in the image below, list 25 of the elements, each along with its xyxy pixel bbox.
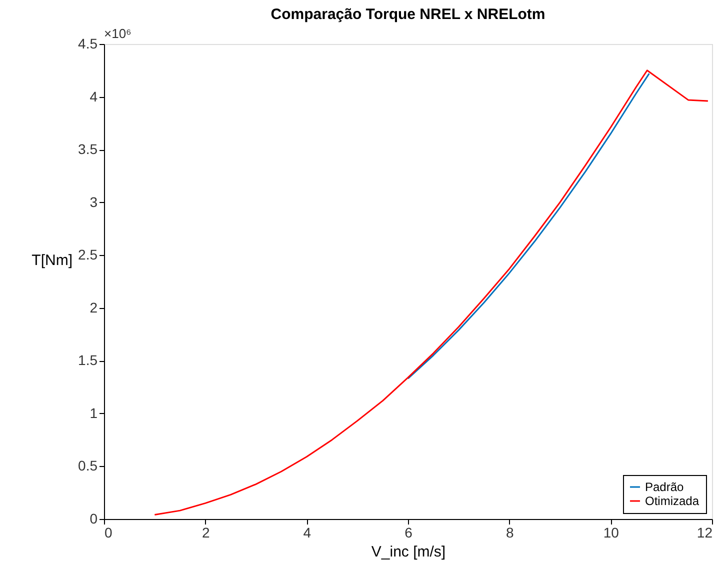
y-axis-title: T[Nm]: [32, 252, 72, 269]
y-tick-label: 2: [90, 299, 98, 316]
x-tick-label: 12: [696, 524, 713, 540]
x-axis-title: V_inc [m/s]: [371, 544, 446, 560]
y-tick-label: 3: [90, 194, 98, 210]
y-tick-label: 1: [90, 404, 98, 421]
y-tick-label: 1.5: [78, 352, 98, 368]
y-tick-label: 0.5: [78, 458, 98, 474]
y-tick-label: 4.5: [78, 36, 98, 52]
x-tick-label: 8: [506, 524, 514, 540]
y-tick-label: 2.5: [78, 246, 98, 263]
y-tick-label: 4: [90, 88, 98, 104]
y-tick-label: 0: [90, 510, 98, 526]
x-tick-label: 6: [404, 524, 413, 540]
legend-label: Padrão: [645, 480, 684, 494]
line-series: [154, 70, 709, 516]
y-tick-label: 3.5: [78, 141, 98, 158]
x-tick-label: 2: [202, 524, 210, 540]
x-tick-label: 0: [104, 524, 112, 540]
line-series: [407, 72, 650, 380]
x-tick-label: 4: [303, 524, 312, 540]
text: ×10⁶: [104, 26, 132, 41]
chart-title: Comparação Torque NREL x NRELotm: [270, 6, 546, 23]
x-tick-label: 10: [603, 524, 620, 540]
legend-label: Otimizada: [645, 494, 700, 508]
